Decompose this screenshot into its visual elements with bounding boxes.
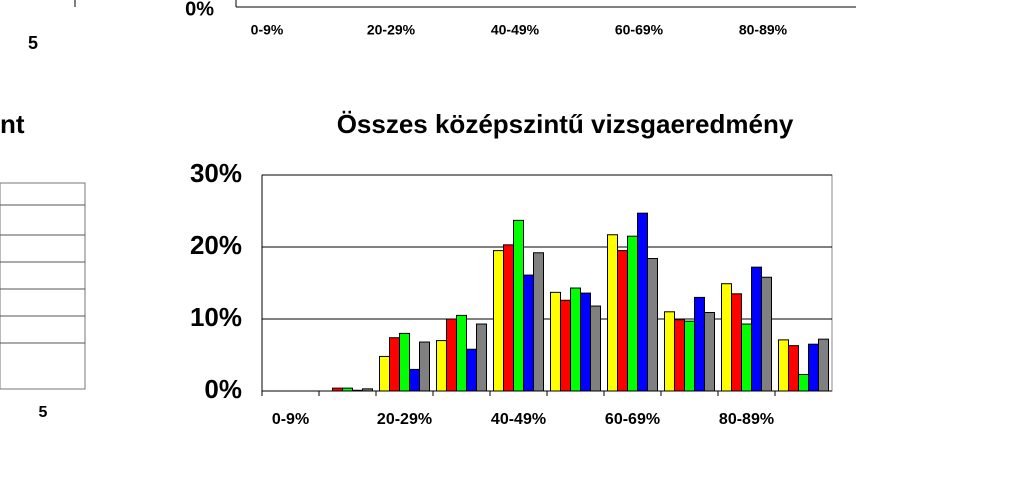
bar bbox=[580, 292, 591, 392]
bar bbox=[627, 235, 638, 392]
bar bbox=[352, 389, 363, 392]
bar bbox=[476, 323, 487, 392]
bar bbox=[761, 276, 772, 392]
x-tick-label: 20-29% bbox=[367, 22, 416, 38]
chart-title: Összes középszintű vizsgaeredmény bbox=[337, 109, 794, 139]
bar bbox=[493, 250, 504, 392]
bar bbox=[607, 234, 618, 392]
x-tick-label: 5 bbox=[28, 33, 38, 53]
bar bbox=[533, 252, 544, 392]
bar bbox=[798, 373, 809, 392]
left-grid bbox=[0, 204, 85, 344]
bar bbox=[560, 299, 571, 392]
x-tick-label: 80-89% bbox=[719, 411, 774, 428]
x-tick-label: 40-49% bbox=[491, 411, 546, 428]
bar bbox=[409, 368, 420, 392]
bar bbox=[513, 219, 524, 392]
bar bbox=[419, 341, 430, 392]
bar bbox=[808, 343, 819, 392]
bar bbox=[704, 312, 715, 392]
x-tick-label: 0-9% bbox=[251, 22, 284, 38]
bar bbox=[523, 274, 534, 392]
bar bbox=[818, 338, 829, 392]
bar bbox=[590, 305, 601, 392]
bar bbox=[647, 258, 658, 392]
y-tick-label: 0% bbox=[204, 374, 242, 404]
bar bbox=[741, 323, 752, 392]
bar bbox=[466, 348, 477, 392]
chart-title: nt bbox=[0, 109, 25, 139]
bar bbox=[570, 287, 581, 392]
bar bbox=[446, 318, 457, 392]
bar bbox=[379, 355, 390, 392]
bar bbox=[637, 212, 648, 392]
bar bbox=[362, 388, 373, 392]
bar bbox=[731, 293, 742, 392]
bar bbox=[684, 320, 695, 392]
bar bbox=[503, 244, 514, 392]
y-tick-label: 0% bbox=[185, 0, 214, 20]
bar bbox=[617, 250, 628, 392]
bar bbox=[788, 345, 799, 392]
y-tick-label: 30% bbox=[190, 158, 242, 188]
x-tick-label: 0-9% bbox=[272, 411, 309, 428]
bar bbox=[751, 266, 762, 392]
bar bbox=[436, 340, 447, 392]
bar bbox=[389, 337, 400, 392]
bar bbox=[721, 283, 732, 392]
bar bbox=[399, 332, 410, 392]
bar bbox=[778, 339, 789, 392]
x-tick-label: 60-69% bbox=[605, 411, 660, 428]
x-tick-label: 80-89% bbox=[739, 22, 788, 38]
bar bbox=[694, 296, 705, 392]
x-tick-label: 60-69% bbox=[615, 22, 664, 38]
left-plot-frame bbox=[0, 182, 86, 390]
x-tick-label: 40-49% bbox=[491, 22, 540, 38]
x-tick-label: 20-29% bbox=[377, 411, 432, 428]
bar bbox=[332, 387, 343, 392]
y-tick-label: 20% bbox=[190, 230, 242, 260]
x-tick-label: 5 bbox=[39, 404, 48, 421]
bar bbox=[342, 387, 353, 392]
bar bbox=[674, 319, 685, 392]
y-tick-label: 10% bbox=[190, 302, 242, 332]
bar bbox=[664, 311, 675, 392]
bar bbox=[456, 314, 467, 392]
bar bbox=[550, 291, 561, 392]
